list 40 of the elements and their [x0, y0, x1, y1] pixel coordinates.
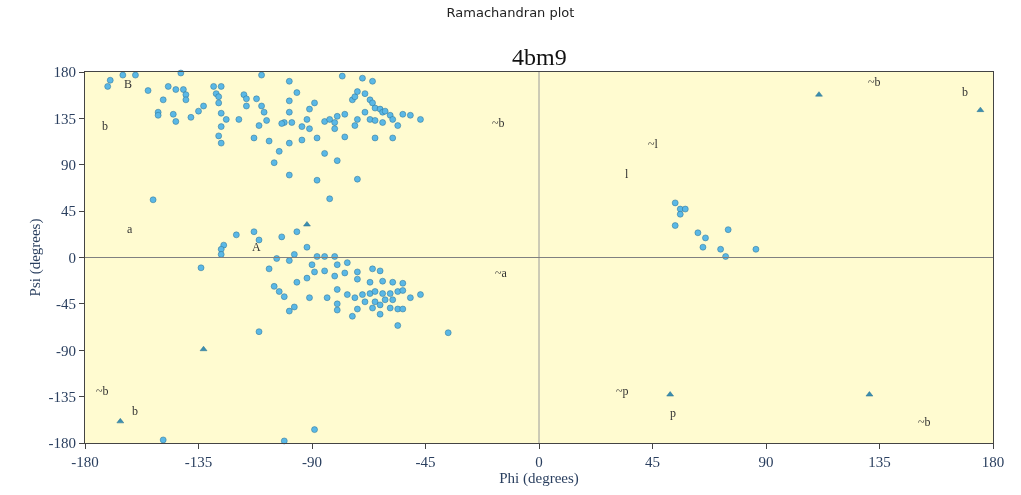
point [815, 91, 823, 97]
y-tick-label: 180 [53, 64, 76, 81]
x-tick-label: 90 [758, 454, 774, 470]
chart-subtitle: 4bm9 [512, 44, 567, 70]
annotation: ~l [648, 137, 659, 151]
point [666, 391, 674, 397]
annotation: A [252, 240, 261, 254]
annotation: ~a [495, 266, 508, 280]
x-tick-label: -180 [71, 454, 99, 470]
x-tick-label: -135 [184, 454, 213, 470]
y-tick-label: -180 [48, 435, 76, 452]
chart-title: Ramachandran plot [446, 4, 575, 20]
y-tick-label: -135 [48, 388, 76, 405]
annotation: ~b [918, 415, 931, 429]
annotation: ~b [492, 116, 505, 130]
y-tick-label: 45 [61, 203, 76, 220]
annotation: p [670, 406, 676, 420]
y-tick-label: 90 [61, 157, 76, 173]
y-tick-label: -45 [56, 296, 76, 313]
x-tick-label: 45 [645, 454, 660, 470]
annotation: b [962, 85, 968, 99]
y-tick-label: -90 [56, 342, 76, 359]
point [303, 221, 311, 227]
x-tick-label: 0 [535, 454, 543, 470]
x-axis-title: Phi (degrees) [499, 470, 579, 487]
y-tick-label: 0 [68, 249, 76, 266]
annotation: ~b [96, 384, 109, 398]
x-tick-label: -45 [415, 454, 436, 470]
annotation: l [625, 167, 629, 181]
y-tick-label: 135 [53, 110, 76, 127]
y-axis-title: Psi (degrees) [26, 218, 44, 297]
annotation: b [132, 404, 138, 418]
x-tick-label: 135 [868, 454, 891, 470]
x-tick-label: 180 [981, 454, 1005, 470]
annotation: ~p [616, 384, 629, 398]
annotation: b [102, 119, 108, 133]
annotation: a [127, 222, 133, 236]
x-tick-label: -90 [302, 454, 322, 470]
annotation: ~b [868, 75, 881, 89]
annotation: B [124, 77, 133, 91]
